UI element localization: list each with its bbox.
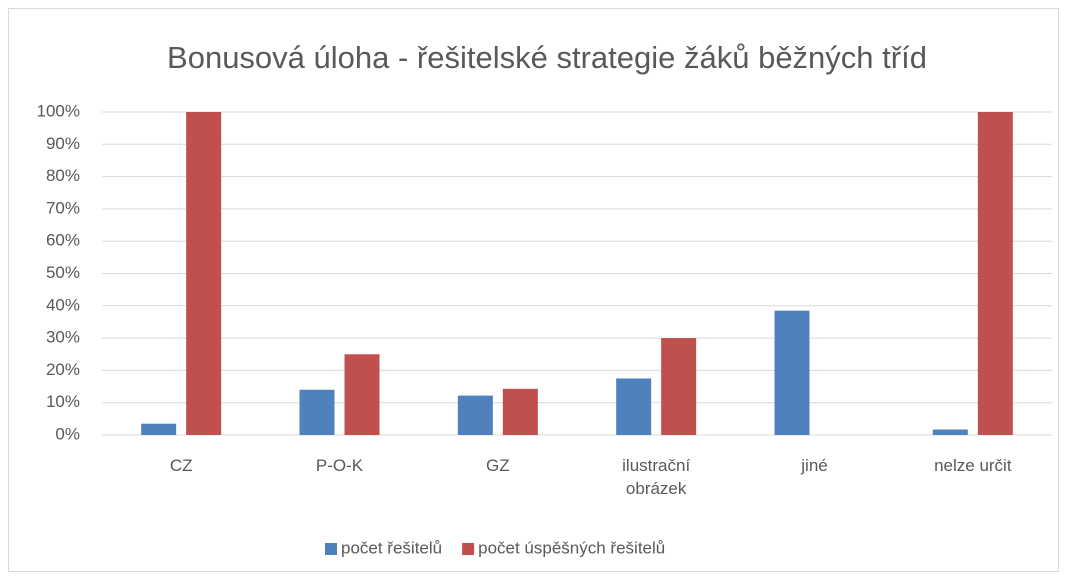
y-tick-label: 20% — [46, 360, 80, 379]
y-tick-label: 80% — [46, 166, 80, 185]
bar — [616, 378, 652, 435]
chart-title: Bonusová úloha - řešitelské strategie žá… — [167, 40, 927, 75]
legend-swatch — [462, 543, 475, 555]
legend-label: počet úspěšných řešitelů — [478, 538, 665, 557]
bar — [774, 310, 810, 435]
y-tick-label: 10% — [46, 392, 80, 411]
chart-border — [8, 8, 1059, 572]
x-tick-label: ilustrační obrázek — [622, 456, 691, 498]
bar — [186, 112, 222, 435]
x-tick-label: nelze určit — [934, 456, 1012, 475]
bar — [661, 338, 697, 435]
y-tick-label: 0% — [55, 424, 80, 443]
bar — [344, 354, 380, 435]
x-tick-label: P-O-K — [315, 456, 364, 475]
y-tick-label: 60% — [46, 231, 80, 250]
y-tick-label: 70% — [46, 198, 80, 217]
y-tick-label: 100% — [37, 101, 80, 120]
y-tick-label: 40% — [46, 295, 80, 314]
y-tick-label: 50% — [46, 263, 80, 282]
bar — [141, 423, 177, 435]
bar — [977, 112, 1013, 435]
bar — [932, 429, 968, 435]
y-tick-label: 90% — [46, 134, 80, 153]
bar — [502, 388, 538, 435]
bar — [299, 389, 335, 435]
legend-swatch — [325, 543, 337, 555]
legend-label: počet řešitelů — [341, 538, 442, 557]
y-tick-label: 30% — [46, 328, 80, 347]
x-tick-label: jiné — [801, 456, 828, 475]
x-tick-label: GZ — [486, 456, 510, 475]
x-tick-label: CZ — [169, 456, 193, 475]
bar — [457, 395, 493, 435]
